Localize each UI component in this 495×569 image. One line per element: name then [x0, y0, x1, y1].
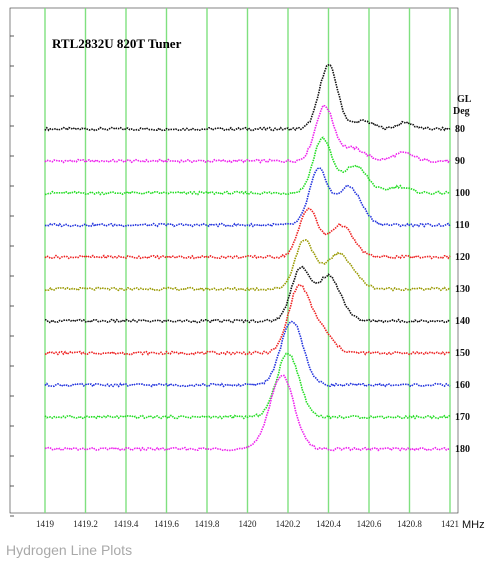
hydrogen-line-chart: 1419 1419.2 1419.4 1419.6 1419.8 1420 1420.2 14…	[9, 7, 485, 531]
gl-label-80: 80	[455, 124, 465, 135]
gl-label-160: 160	[455, 380, 470, 391]
series-line-170	[44, 352, 451, 420]
legend-header-deg: Deg	[453, 106, 470, 117]
gl-label-90: 90	[455, 156, 465, 167]
gl-label-120: 120	[455, 252, 470, 263]
plot-frame	[9, 7, 459, 514]
left-axis-ticks	[10, 35, 14, 517]
series-line-150	[45, 283, 451, 356]
chart-title: RTL2832U 820T Tuner	[52, 36, 182, 51]
x-tick-label-8: 1420.6	[357, 519, 382, 529]
series-line-100	[44, 136, 451, 196]
series-line-140	[44, 265, 451, 324]
x-tick-label-10: 1421	[441, 519, 459, 529]
series-layer	[44, 64, 451, 452]
grid-lines	[44, 8, 451, 513]
gl-label-140: 140	[455, 316, 470, 327]
gl-label-180: 180	[455, 444, 470, 455]
x-axis-unit: MHz	[462, 519, 485, 531]
x-tick-label-6: 1420.2	[276, 519, 301, 529]
series-line-120	[44, 207, 451, 260]
x-tick-label-3: 1419.6	[154, 519, 179, 529]
x-tick-label-1: 1419.2	[73, 519, 98, 529]
gl-label-100: 100	[455, 188, 470, 199]
gl-labels: 80 90 100 110 120 130 140 150 160 170 180	[455, 124, 470, 455]
x-tick-label-5: 1420	[239, 519, 258, 529]
x-tick-label-4: 1419.8	[195, 519, 220, 529]
series-line-110	[44, 167, 451, 228]
gl-label-150: 150	[455, 348, 470, 359]
series-line-80	[44, 64, 451, 132]
x-tick-label-2: 1419.4	[114, 519, 139, 529]
series-line-160	[44, 320, 451, 388]
x-tick-label-7: 1420.4	[316, 519, 341, 529]
x-tick-labels: 1419 1419.2 1419.4 1419.6 1419.8 1420 1420.2 14…	[36, 519, 459, 529]
legend-header-gl: GL	[457, 94, 472, 105]
gl-label-130: 130	[455, 284, 470, 295]
gl-label-110: 110	[455, 220, 469, 231]
image-caption: Hydrogen Line Plots	[6, 542, 133, 558]
x-tick-label-9: 1420.8	[397, 519, 422, 529]
gl-label-170: 170	[455, 412, 470, 423]
series-line-130	[44, 239, 451, 292]
series-line-180	[44, 374, 451, 452]
x-tick-label-0: 1419	[36, 519, 55, 529]
series-line-90	[44, 104, 451, 164]
